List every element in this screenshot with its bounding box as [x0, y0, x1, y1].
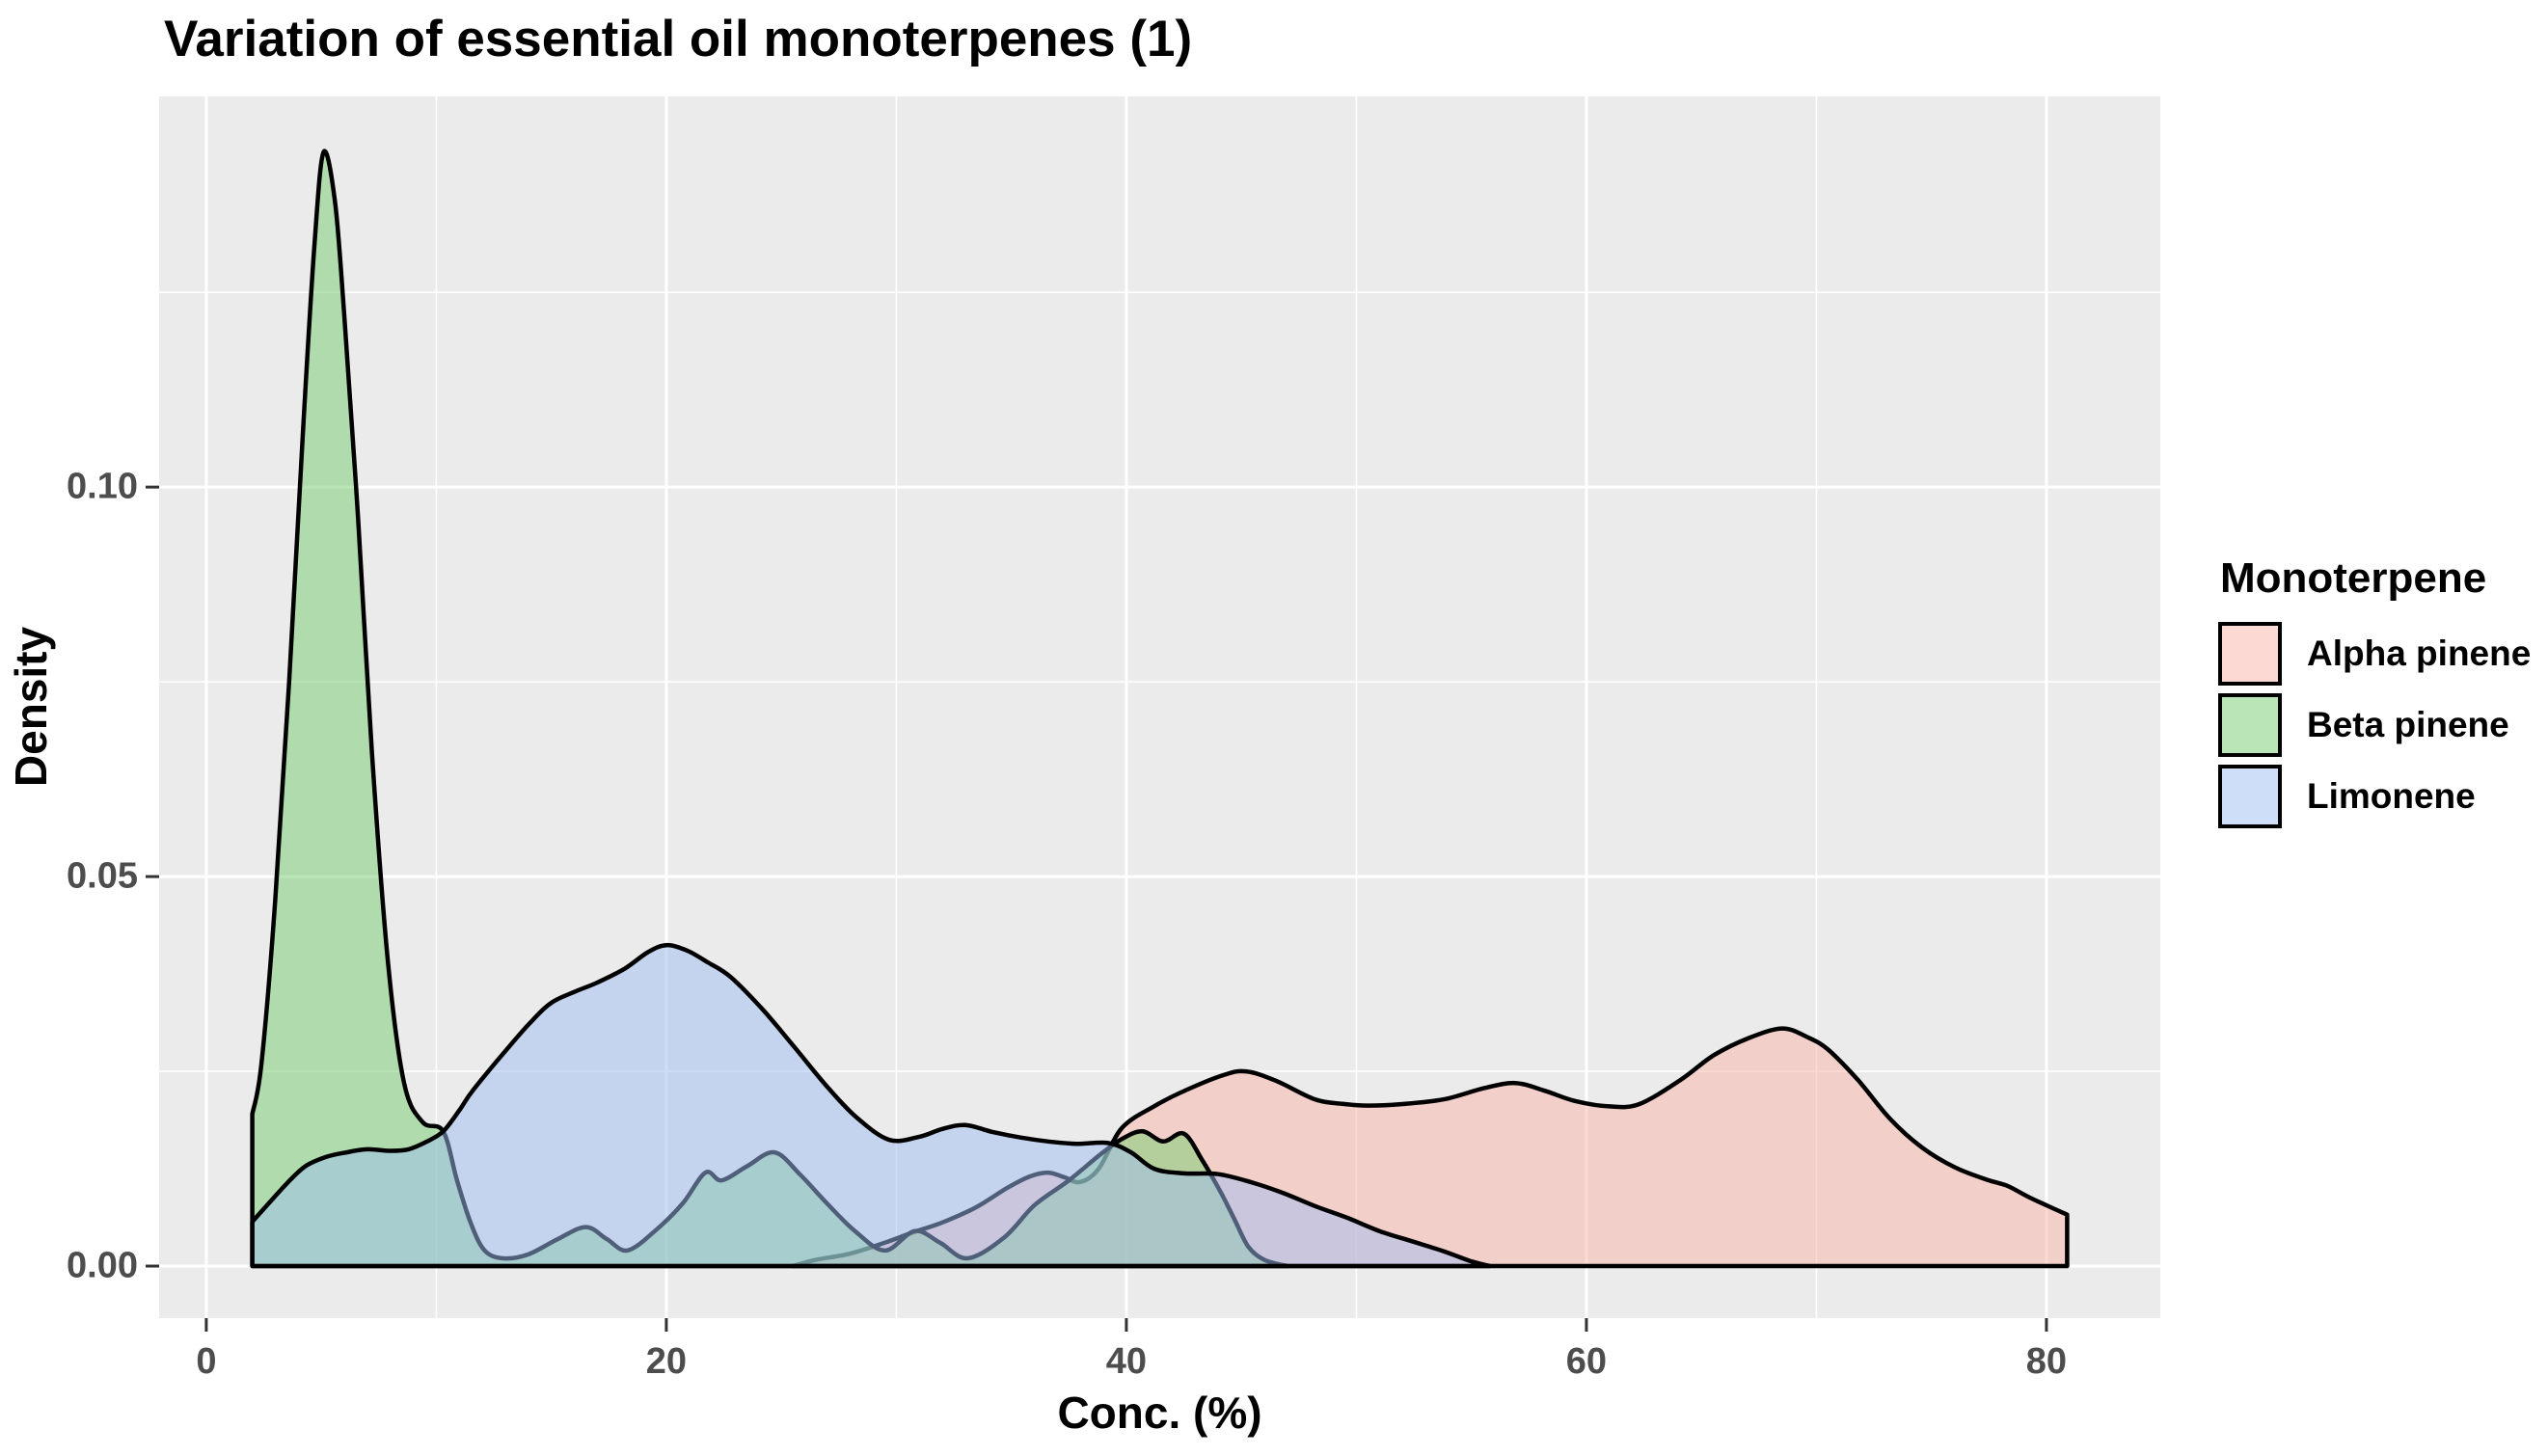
legend-row-beta-pinene: Beta pinene	[2218, 692, 2546, 757]
legend-swatch-alpha-pinene	[2218, 621, 2282, 686]
x-tick-label-0: 0	[196, 1341, 217, 1382]
x-tick-label-20: 20	[645, 1341, 688, 1382]
legend-label: Alpha pinene	[2307, 633, 2532, 673]
y-tick-label-0.10: 0.10	[67, 466, 138, 507]
legend-label: Limonene	[2307, 775, 2476, 816]
x-axis-title: Conc. (%)	[1057, 1388, 1262, 1438]
chart-title: Variation of essential oil monoterpenes …	[164, 11, 1193, 67]
y-axis-title: Density	[6, 626, 56, 788]
y-tick-label-0.05: 0.05	[67, 855, 138, 897]
legend-swatch-beta-pinene	[2218, 692, 2282, 757]
legend-row-limonene: Limonene	[2218, 764, 2546, 828]
legend-swatch-limonene	[2218, 764, 2282, 828]
x-tick-label-60: 60	[1565, 1341, 1608, 1382]
y-tick-label-0.00: 0.00	[67, 1245, 138, 1286]
legend-row-alpha-pinene: Alpha pinene	[2218, 621, 2546, 686]
density-area-limonene	[250, 942, 1493, 1269]
legend: Monoterpene Alpha pinene Beta pinene Lim…	[2218, 554, 2546, 836]
legend-title: Monoterpene	[2220, 554, 2487, 602]
x-tick-label-40: 40	[1105, 1341, 1148, 1382]
legend-label: Beta pinene	[2307, 704, 2509, 744]
x-tick-label-80: 80	[2025, 1341, 2068, 1382]
